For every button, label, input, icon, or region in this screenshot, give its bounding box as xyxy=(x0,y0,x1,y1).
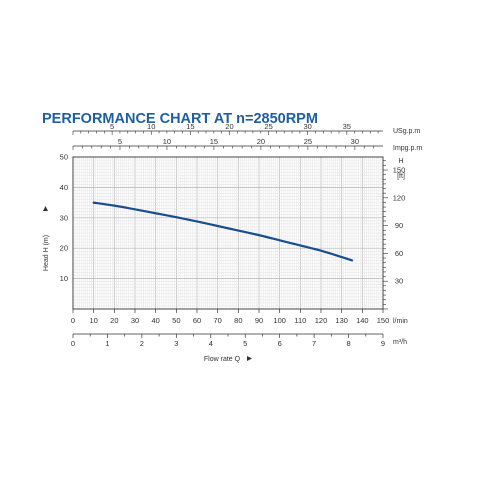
y-ft-tick-label: 90 xyxy=(395,221,403,230)
x-usgpm-tick-label: 15 xyxy=(186,122,194,131)
chart-title: PERFORMANCE CHART AT n=2850RPM xyxy=(42,111,318,127)
x-lmin-tick-label: 40 xyxy=(151,316,159,325)
x-usgpm-unit: USg.p.m xyxy=(393,128,420,135)
x-m3h-tick-label: 8 xyxy=(346,339,350,348)
x-impgpm-tick-label: 20 xyxy=(257,137,265,146)
x-impgpm-unit: Impg.p.m xyxy=(393,145,422,152)
x-m3h-tick-label: 5 xyxy=(243,339,247,348)
x-m3h-tick-label: 1 xyxy=(105,339,109,348)
performance-curve xyxy=(94,203,352,261)
grid xyxy=(73,157,383,309)
x-usgpm-tick-label: 30 xyxy=(304,122,312,131)
x-m3h-tick-label: 6 xyxy=(278,339,282,348)
x-lmin-tick-label: 50 xyxy=(172,316,180,325)
x-impgpm-tick-label: 10 xyxy=(163,137,171,146)
y-ft-label-top: H xyxy=(398,158,403,165)
x-impgpm-tick-label: 25 xyxy=(304,137,312,146)
x-lmin-tick-label: 60 xyxy=(193,316,201,325)
x-lmin-tick-label: 90 xyxy=(255,316,263,325)
y-m-tick-label: 20 xyxy=(60,244,68,253)
x-lmin-tick-label: 30 xyxy=(131,316,139,325)
y-ft-tick-label: 60 xyxy=(395,249,403,258)
y-m-tick-label: 50 xyxy=(60,153,68,162)
y-m-tick-label: 40 xyxy=(60,183,68,192)
x-m3h-tick-label: 9 xyxy=(381,339,385,348)
x-lmin-tick-label: 150 xyxy=(377,316,390,325)
x-impgpm-tick-label: 15 xyxy=(210,137,218,146)
x-lmin-tick-label: 80 xyxy=(234,316,242,325)
x-usgpm-tick-label: 10 xyxy=(147,122,155,131)
x-lmin-tick-label: 70 xyxy=(213,316,221,325)
head-curve-line xyxy=(94,203,352,261)
x-lmin-tick-label: 0 xyxy=(71,316,75,325)
y-ft-label-bottom: [ft] xyxy=(397,173,405,180)
y-axis-label: Head H (m) xyxy=(43,235,50,271)
x-lmin-tick-label: 100 xyxy=(273,316,286,325)
x-impgpm-tick-label: 30 xyxy=(351,137,359,146)
x-impgpm-tick-label: 5 xyxy=(118,137,122,146)
y-axis-arrow-icon xyxy=(43,206,48,211)
y-m-tick-label: 10 xyxy=(60,274,68,283)
x-m3h-tick-label: 7 xyxy=(312,339,316,348)
x-m3h-unit: m³/h xyxy=(393,339,407,346)
x-m3h-tick-label: 4 xyxy=(209,339,213,348)
x-usgpm-tick-label: 35 xyxy=(343,122,351,131)
axes xyxy=(73,131,388,338)
x-lmin-tick-label: 20 xyxy=(110,316,118,325)
x-lmin-tick-label: 110 xyxy=(294,316,306,325)
x-m3h-tick-label: 3 xyxy=(174,339,178,348)
y-ft-tick-label: 120 xyxy=(393,193,406,202)
x-usgpm-tick-label: 20 xyxy=(225,122,233,131)
x-axis-arrow-icon xyxy=(247,356,252,361)
x-usgpm-tick-label: 5 xyxy=(110,122,114,131)
x-lmin-tick-label: 120 xyxy=(315,316,328,325)
x-lmin-tick-label: 130 xyxy=(335,316,348,325)
x-axis-label: Flow rate Q xyxy=(204,356,241,363)
y-m-tick-label: 30 xyxy=(60,213,68,222)
y-ft-tick-label: 30 xyxy=(395,277,403,286)
x-lmin-tick-label: 10 xyxy=(89,316,97,325)
x-m3h-tick-label: 2 xyxy=(140,339,144,348)
x-lmin-tick-label: 140 xyxy=(356,316,369,325)
x-lmin-unit: l/min xyxy=(393,318,408,325)
x-m3h-tick-label: 0 xyxy=(71,339,75,348)
x-usgpm-tick-label: 25 xyxy=(264,122,272,131)
